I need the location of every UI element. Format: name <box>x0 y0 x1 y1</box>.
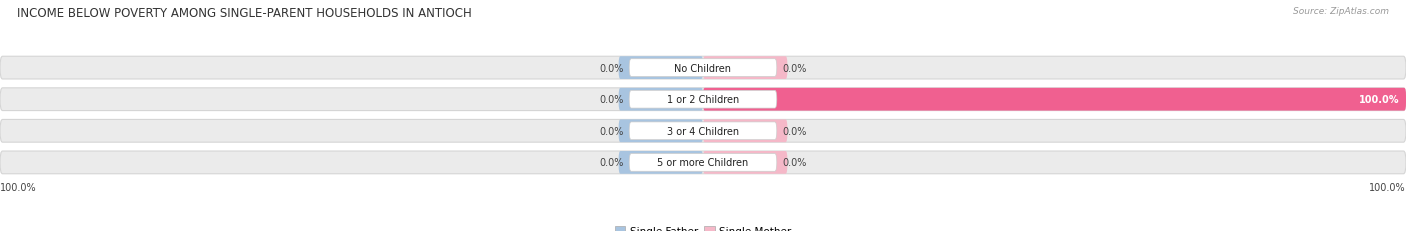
FancyBboxPatch shape <box>0 151 1406 174</box>
Text: 100.0%: 100.0% <box>0 182 37 192</box>
Text: 0.0%: 0.0% <box>782 126 807 136</box>
Text: 5 or more Children: 5 or more Children <box>658 158 748 168</box>
FancyBboxPatch shape <box>703 88 1406 111</box>
FancyBboxPatch shape <box>0 120 1406 143</box>
Text: 0.0%: 0.0% <box>599 126 624 136</box>
Text: 0.0%: 0.0% <box>599 63 624 73</box>
FancyBboxPatch shape <box>619 57 703 80</box>
FancyBboxPatch shape <box>630 154 778 171</box>
Text: 0.0%: 0.0% <box>599 95 624 105</box>
FancyBboxPatch shape <box>703 57 787 80</box>
FancyBboxPatch shape <box>630 122 778 140</box>
Text: 3 or 4 Children: 3 or 4 Children <box>666 126 740 136</box>
Text: No Children: No Children <box>675 63 731 73</box>
Text: 100.0%: 100.0% <box>1358 95 1399 105</box>
FancyBboxPatch shape <box>619 120 703 143</box>
FancyBboxPatch shape <box>703 151 787 174</box>
Legend: Single Father, Single Mother: Single Father, Single Mother <box>610 222 796 231</box>
FancyBboxPatch shape <box>0 57 1406 80</box>
FancyBboxPatch shape <box>630 60 778 77</box>
Text: 0.0%: 0.0% <box>782 63 807 73</box>
Text: 0.0%: 0.0% <box>782 158 807 168</box>
Text: 0.0%: 0.0% <box>599 158 624 168</box>
FancyBboxPatch shape <box>0 88 1406 111</box>
Text: 1 or 2 Children: 1 or 2 Children <box>666 95 740 105</box>
FancyBboxPatch shape <box>630 91 778 109</box>
FancyBboxPatch shape <box>619 151 703 174</box>
Text: Source: ZipAtlas.com: Source: ZipAtlas.com <box>1294 7 1389 16</box>
FancyBboxPatch shape <box>619 88 703 111</box>
Text: INCOME BELOW POVERTY AMONG SINGLE-PARENT HOUSEHOLDS IN ANTIOCH: INCOME BELOW POVERTY AMONG SINGLE-PARENT… <box>17 7 471 20</box>
Text: 100.0%: 100.0% <box>1369 182 1406 192</box>
FancyBboxPatch shape <box>703 120 787 143</box>
